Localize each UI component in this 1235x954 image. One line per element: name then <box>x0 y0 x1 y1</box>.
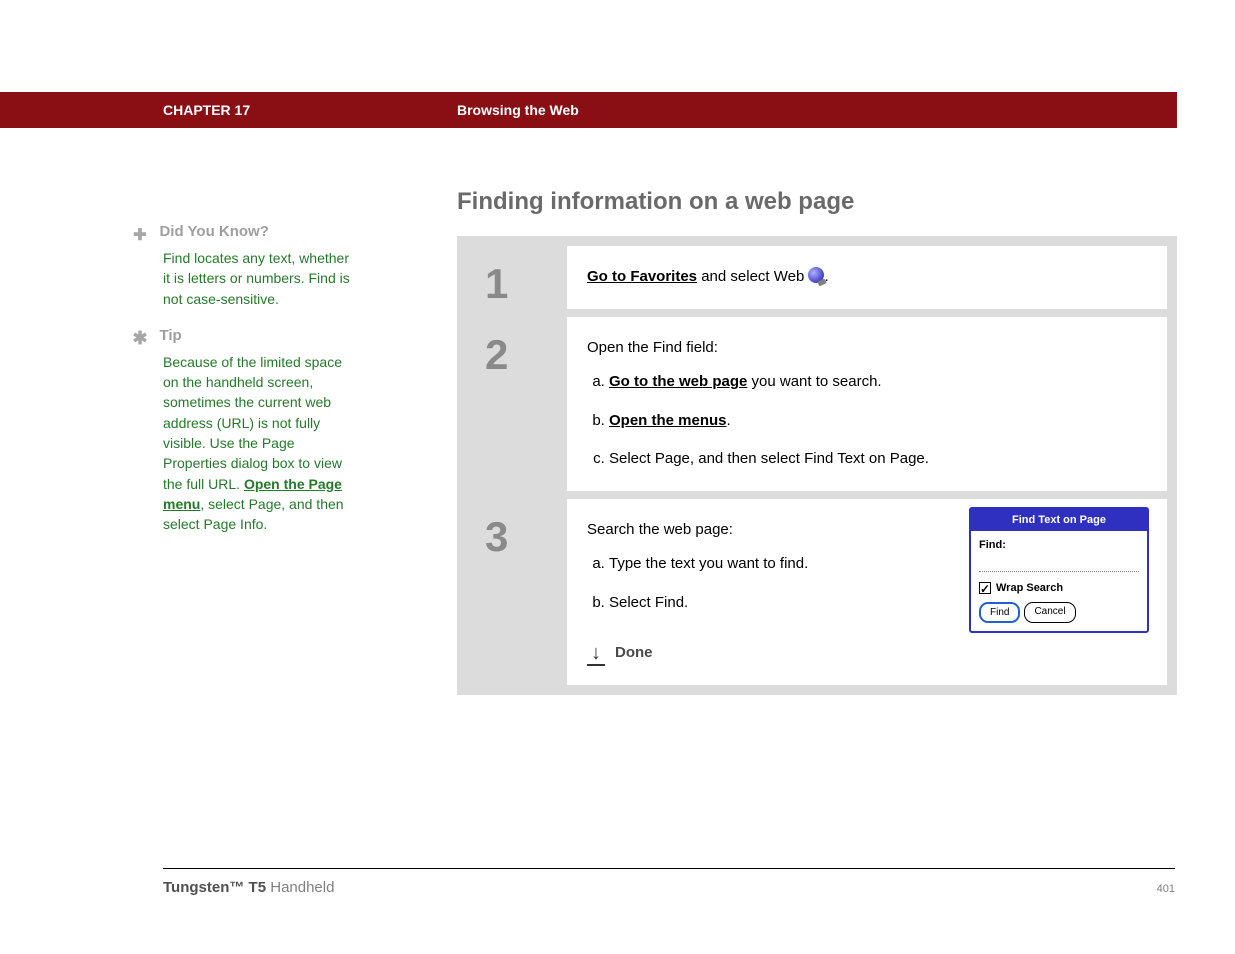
step-3: 3 Search the web page: Type the text you… <box>467 499 1167 685</box>
done-row: ↓ Done <box>587 642 877 665</box>
tip-body: Because of the limited space on the hand… <box>163 352 355 535</box>
tip-heading: Tip <box>159 327 181 344</box>
sidebar: Did You Know? Find locates any text, whe… <box>125 223 355 553</box>
step-2b: Open the menus. <box>609 410 1147 433</box>
step-3-intro: Search the web page: <box>587 521 733 538</box>
go-to-web-page-link[interactable]: Go to the web page <box>609 373 747 390</box>
wrap-search-checkbox[interactable] <box>979 582 991 594</box>
product-name-rest: Handheld <box>266 879 334 896</box>
wrap-search-row: Wrap Search <box>979 580 1139 597</box>
step-2b-period: . <box>727 412 731 429</box>
step-3a: Type the text you want to find. <box>609 553 877 576</box>
step-number: 3 <box>467 499 567 685</box>
step-3-body: Search the web page: Type the text you w… <box>567 499 1167 685</box>
step-1: 1 Go to Favorites and select Web . <box>467 246 1167 309</box>
product-name-bold: Tungsten™ T5 <box>163 879 266 896</box>
wrap-search-label: Wrap Search <box>996 580 1063 597</box>
done-label: Done <box>615 642 653 665</box>
did-you-know-body: Find locates any text, whether it is let… <box>163 248 355 309</box>
step-2: 2 Open the Find field: Go to the web pag… <box>467 317 1167 491</box>
chapter-label: CHAPTER 17 <box>163 102 250 118</box>
asterisk-icon <box>125 327 155 350</box>
go-to-favorites-link[interactable]: Go to Favorites <box>587 268 697 285</box>
step-number: 1 <box>467 246 567 309</box>
open-the-menus-link[interactable]: Open the menus <box>609 412 727 429</box>
find-input[interactable] <box>979 558 1139 572</box>
step-2-list: Go to the web page you want to search. O… <box>609 371 1147 471</box>
step-2a: Go to the web page you want to search. <box>609 371 1147 394</box>
main-content: Finding information on a web page 1 Go t… <box>457 188 1177 695</box>
dialog-title: Find Text on Page <box>971 509 1147 532</box>
step-3-list: Type the text you want to find. Select F… <box>609 553 877 614</box>
find-button[interactable]: Find <box>979 602 1020 623</box>
step-3-text-column: Search the web page: Type the text you w… <box>587 519 877 665</box>
step-3b: Select Find. <box>609 592 877 615</box>
find-label: Find: <box>979 537 1139 554</box>
down-arrow-icon: ↓ <box>587 643 605 663</box>
step-2-body: Open the Find field: Go to the web page … <box>567 317 1167 491</box>
step-1-body: Go to Favorites and select Web . <box>567 246 1167 309</box>
tip-text-pre: Because of the limited space on the hand… <box>163 354 342 492</box>
page-number: 401 <box>1157 883 1175 895</box>
step-2a-rest: you want to search. <box>747 373 881 390</box>
chapter-title: Browsing the Web <box>457 102 579 118</box>
cancel-button[interactable]: Cancel <box>1024 602 1075 623</box>
steps-container: 1 Go to Favorites and select Web . 2 Ope… <box>457 236 1177 695</box>
footer: Tungsten™ T5 Handheld 401 <box>163 868 1175 896</box>
dialog-buttons: Find Cancel <box>979 602 1139 623</box>
did-you-know-heading: Did You Know? <box>159 223 268 240</box>
dialog-body: Find: Wrap Search Find Cancel <box>971 531 1147 631</box>
web-icon <box>808 267 824 283</box>
step-2-intro: Open the Find field: <box>587 339 718 356</box>
step-number: 2 <box>467 317 567 491</box>
find-text-dialog: Find Text on Page Find: Wrap Search Find… <box>969 507 1149 634</box>
chapter-header: CHAPTER 17 Browsing the Web <box>0 92 1177 128</box>
did-you-know-block: Did You Know? Find locates any text, whe… <box>125 223 355 309</box>
step-1-text: and select Web <box>697 268 808 285</box>
plus-icon <box>125 223 155 246</box>
tip-block: Tip Because of the limited space on the … <box>125 327 355 535</box>
step-2c: Select Page, and then select Find Text o… <box>609 448 1147 471</box>
product-name: Tungsten™ T5 Handheld <box>163 879 334 896</box>
section-title: Finding information on a web page <box>457 188 1177 216</box>
